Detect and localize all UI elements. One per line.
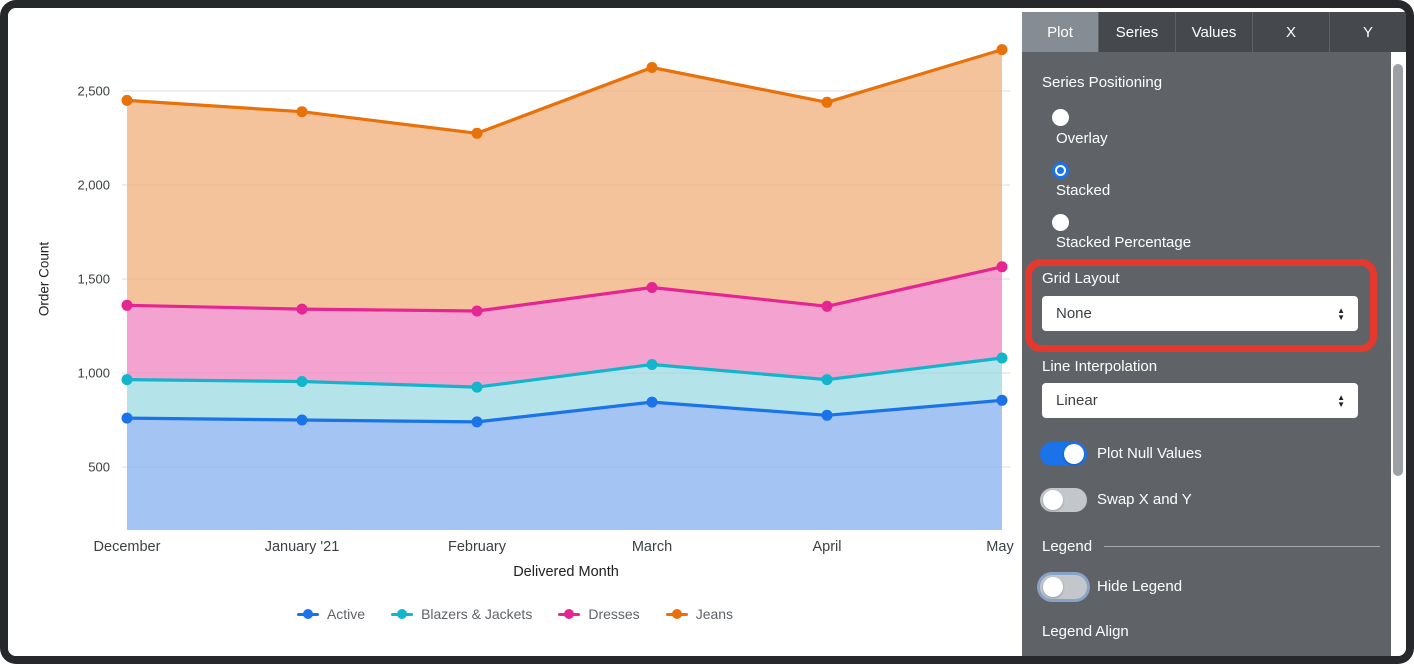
series-positioning-label: Series Positioning (1042, 74, 1163, 91)
grid-layout-value: None (1056, 305, 1092, 322)
y-axis-title: Order Count (36, 241, 52, 317)
plot-tab-content: Series Positioning Overlay Stacked Stacked… (1022, 52, 1406, 656)
line-interpolation-label: Line Interpolation (1042, 358, 1158, 375)
radio-label: Stacked Percentage (1056, 234, 1192, 251)
series-line-active (125, 398, 1004, 424)
data-point[interactable] (471, 381, 483, 393)
series-line-jeans (125, 47, 1004, 135)
radio-label: Overlay (1056, 130, 1108, 147)
data-point[interactable] (996, 44, 1008, 56)
legend-marker-icon (665, 608, 688, 620)
area-fill-active (127, 400, 1002, 530)
data-point[interactable] (996, 261, 1008, 273)
chart-area: 500 1,000 1,500 2,000 2,500 December January … (8, 8, 1022, 656)
data-point[interactable] (121, 374, 133, 386)
data-point[interactable] (121, 94, 133, 106)
data-point[interactable] (121, 299, 133, 311)
radio-stacked[interactable] (1052, 162, 1069, 179)
select-updown-icon: ▲ ▼ (1337, 305, 1345, 322)
legend-item-dresses[interactable]: Dresses (558, 606, 640, 622)
y-tick-label: 2,000 (77, 177, 110, 193)
data-point[interactable] (646, 62, 658, 73)
visualization-editor: 500 1,000 1,500 2,000 2,500 December January … (8, 8, 1406, 656)
y-tick-label: 2,500 (77, 83, 110, 99)
legend-align-label: Legend Align (1042, 623, 1129, 640)
radio-stacked-percentage[interactable] (1052, 214, 1069, 231)
legend-label: Active (326, 606, 366, 622)
grid-layout-label: Grid Layout (1042, 270, 1120, 287)
x-tick-label: May (986, 539, 1014, 555)
data-point[interactable] (996, 394, 1008, 406)
data-point[interactable] (296, 303, 308, 315)
x-tick-label: January '21 (264, 539, 340, 555)
legend-section-header: Legend (1042, 538, 1093, 555)
data-point[interactable] (471, 127, 483, 139)
section-divider (1104, 546, 1380, 547)
radio-label: Stacked (1056, 182, 1111, 199)
series-line-blazers-jackets (125, 356, 1004, 389)
stacked-area-chart (121, 44, 1010, 530)
legend-label: Jeans (695, 606, 734, 622)
data-point[interactable] (646, 282, 658, 293)
legend-item-active[interactable]: Active (296, 606, 366, 622)
select-updown-icon: ▲ ▼ (1337, 392, 1345, 409)
tab-plot[interactable]: Plot (1022, 12, 1098, 52)
line-interpolation-select[interactable]: Linear ▲ ▼ (1042, 383, 1358, 418)
data-point[interactable] (646, 359, 658, 370)
series-line-dresses (125, 265, 1004, 313)
panel-scrollbar-track (1391, 52, 1406, 656)
x-tick-label: February (447, 539, 507, 555)
line-interpolation-value: Linear (1056, 392, 1098, 409)
data-point[interactable] (821, 300, 833, 312)
tab-x[interactable]: X (1252, 12, 1329, 52)
toggle-label: Hide Legend (1097, 578, 1183, 595)
data-point[interactable] (296, 106, 308, 118)
toggle-label: Plot Null Values (1097, 445, 1202, 462)
legend-item-jeans[interactable]: Jeans (665, 606, 734, 622)
data-point[interactable] (821, 96, 833, 108)
legend-marker-icon (391, 608, 414, 620)
legend-marker-icon (558, 608, 581, 620)
data-point[interactable] (471, 416, 483, 428)
toggle-label: Swap X and Y (1097, 491, 1192, 508)
legend-label: Blazers & Jackets (421, 606, 533, 622)
x-tick-label: December (93, 539, 161, 555)
legend-label: Dresses (588, 606, 640, 622)
data-point[interactable] (821, 374, 833, 386)
chart-legend: Active Blazers & Jackets Dresses Jeans (8, 606, 1022, 622)
legend-marker-icon (296, 608, 319, 620)
toggle-plot-null-values[interactable] (1040, 442, 1087, 466)
x-tick-label: March (631, 539, 673, 555)
tab-y[interactable]: Y (1329, 12, 1406, 52)
data-point[interactable] (646, 396, 658, 408)
vis-config-panel: Plot Series Values X Y Series Positioning Ov… (1022, 12, 1406, 656)
data-point[interactable] (821, 409, 833, 421)
y-tick-label: 500 (88, 459, 110, 475)
y-tick-label: 1,500 (77, 271, 110, 287)
legend-item-blazers-jackets[interactable]: Blazers & Jackets (391, 606, 532, 622)
toggle-hide-legend[interactable] (1040, 575, 1087, 599)
toggle-swap-x-and-y[interactable] (1040, 488, 1087, 512)
radio-overlay[interactable] (1052, 109, 1069, 126)
data-point[interactable] (996, 352, 1008, 364)
panel-scrollbar-thumb[interactable] (1393, 64, 1403, 476)
x-tick-label: April (812, 539, 842, 555)
data-point[interactable] (121, 412, 133, 424)
tab-series[interactable]: Series (1098, 12, 1175, 52)
tab-values[interactable]: Values (1175, 12, 1252, 52)
data-point[interactable] (296, 376, 308, 387)
grid-layout-select[interactable]: None ▲ ▼ (1042, 296, 1358, 331)
x-axis-title: Delivered Month (513, 564, 619, 580)
y-tick-label: 1,000 (77, 365, 110, 381)
config-tab-bar: Plot Series Values X Y (1022, 12, 1406, 52)
data-point[interactable] (471, 305, 483, 317)
data-point[interactable] (296, 414, 308, 426)
